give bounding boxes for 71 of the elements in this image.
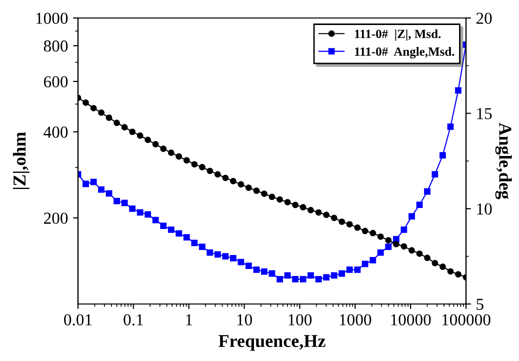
point — [346, 221, 353, 228]
point — [440, 264, 446, 270]
x-tick-label: 10000 — [391, 314, 431, 326]
point — [136, 132, 144, 139]
point — [238, 181, 244, 188]
point — [90, 104, 97, 112]
point — [114, 120, 120, 126]
point — [82, 99, 89, 106]
point — [198, 164, 206, 170]
x-tick-label: 0.01 — [64, 314, 92, 326]
y2-axis-title: Angle,deg — [495, 122, 512, 200]
point — [330, 214, 338, 222]
legend-label: 111-0# |Z|, Msd. — [355, 29, 441, 41]
point — [338, 218, 346, 225]
x-tick-label: 100 — [288, 314, 312, 326]
legend-label: 111-0# Angle,Msd. — [355, 47, 454, 58]
point — [424, 254, 430, 262]
point — [121, 124, 128, 130]
point — [455, 271, 462, 278]
point — [129, 128, 136, 136]
point — [377, 233, 384, 240]
point — [144, 136, 152, 144]
point — [183, 157, 190, 164]
x-tick-label: 1 — [186, 314, 192, 326]
point — [261, 190, 268, 197]
point — [106, 114, 112, 121]
point — [268, 194, 276, 200]
point — [447, 268, 454, 275]
point — [416, 250, 423, 257]
point — [284, 198, 291, 206]
x-tick-label: 1000 — [340, 314, 372, 326]
y-tick-label: 400 — [44, 126, 68, 138]
point — [230, 178, 236, 184]
point — [385, 237, 392, 244]
point — [354, 224, 361, 231]
y2-tick-label: 5 — [476, 298, 484, 310]
point — [160, 146, 167, 152]
y2-tick-label: 10 — [477, 203, 492, 215]
point — [400, 243, 408, 250]
point — [408, 247, 415, 254]
point — [245, 184, 252, 191]
point — [300, 204, 306, 210]
x-tick-label: 100000 — [442, 314, 490, 326]
point — [308, 206, 314, 214]
y2-tick-label: 15 — [477, 108, 492, 120]
point — [432, 260, 438, 266]
point — [98, 109, 104, 116]
x-axis-title: Frequence,Hz — [218, 335, 326, 351]
x-tick-label: 0.1 — [124, 314, 143, 326]
point — [214, 171, 221, 178]
point — [206, 168, 214, 174]
x-tick-label: 10 — [237, 314, 252, 326]
point — [253, 187, 260, 194]
point — [292, 202, 298, 208]
point — [222, 174, 229, 182]
point — [392, 240, 400, 248]
point — [168, 150, 174, 156]
point — [362, 228, 368, 234]
y2-tick-label: 20 — [476, 12, 492, 24]
y-tick-label: 1000 — [36, 12, 68, 24]
y-tick-label: 800 — [44, 40, 68, 52]
point — [191, 161, 198, 168]
point — [323, 212, 330, 218]
point — [370, 230, 376, 236]
point — [176, 153, 182, 160]
y-tick-label: 200 — [44, 212, 68, 224]
point — [315, 209, 322, 216]
point — [152, 141, 159, 148]
y-tick-label: 600 — [44, 76, 68, 88]
point — [276, 196, 283, 203]
y-axis-title: |Z|,ohm — [12, 132, 30, 189]
